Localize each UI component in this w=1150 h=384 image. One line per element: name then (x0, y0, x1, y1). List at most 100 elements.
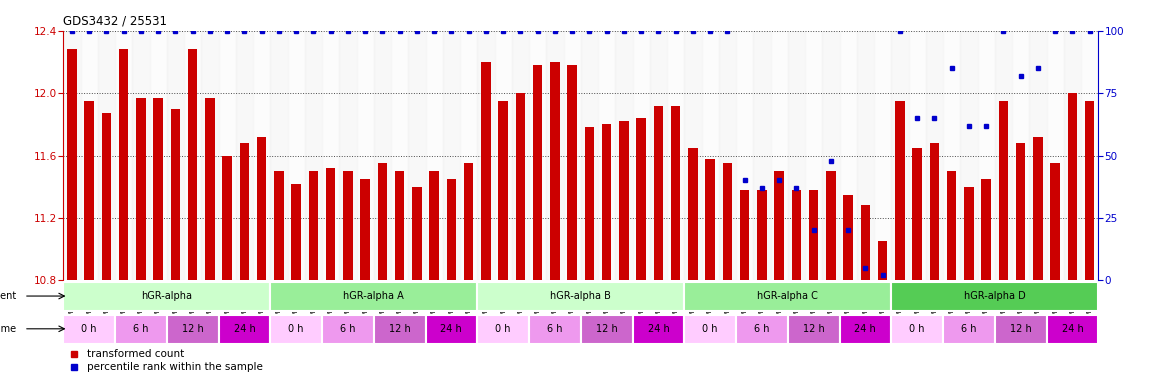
Bar (270, 282, 477, 311)
Bar (619, 121, 629, 280)
Bar (877, 241, 888, 280)
Bar (840, 31, 857, 280)
Bar (187, 50, 198, 280)
Bar (477, 315, 529, 344)
Bar (908, 31, 926, 280)
Bar (463, 163, 474, 280)
Bar (98, 31, 115, 280)
Bar (770, 31, 788, 280)
Bar (515, 93, 526, 280)
Bar (584, 127, 595, 280)
Text: 0 h: 0 h (910, 324, 925, 334)
Text: GDS3432 / 25531: GDS3432 / 25531 (63, 14, 167, 27)
Bar (512, 31, 529, 280)
Bar (136, 98, 146, 280)
Bar (377, 163, 388, 280)
Bar (270, 31, 288, 280)
Bar (788, 31, 805, 280)
Bar (943, 31, 960, 280)
Bar (443, 31, 460, 280)
Bar (995, 31, 1012, 280)
Bar (274, 171, 284, 280)
Bar (822, 31, 840, 280)
Text: hGR-alpha A: hGR-alpha A (344, 291, 404, 301)
Text: 24 h: 24 h (233, 324, 255, 334)
Bar (891, 315, 943, 344)
Bar (960, 31, 978, 280)
Bar (153, 98, 163, 280)
Bar (356, 31, 374, 280)
Bar (408, 31, 426, 280)
Bar (170, 109, 181, 280)
Bar (529, 31, 546, 280)
Bar (81, 31, 98, 280)
Bar (132, 31, 150, 280)
Bar (978, 31, 995, 280)
Bar (722, 163, 733, 280)
Bar (857, 31, 874, 280)
Bar (684, 31, 702, 280)
Bar (1015, 143, 1026, 280)
Bar (201, 31, 218, 280)
Bar (1046, 31, 1064, 280)
Bar (236, 31, 253, 280)
Bar (288, 31, 305, 280)
Bar (426, 315, 477, 344)
Bar (688, 148, 698, 280)
Bar (1046, 315, 1098, 344)
Bar (826, 171, 836, 280)
Bar (601, 124, 612, 280)
Bar (998, 101, 1009, 280)
Bar (339, 31, 356, 280)
Bar (374, 315, 426, 344)
Bar (757, 190, 767, 280)
Bar (63, 282, 270, 311)
Bar (791, 190, 802, 280)
Bar (446, 179, 457, 280)
Legend: transformed count, percentile rank within the sample: transformed count, percentile rank withi… (69, 349, 263, 372)
Bar (581, 31, 598, 280)
Bar (322, 315, 374, 344)
Text: 0 h: 0 h (82, 324, 97, 334)
Bar (719, 31, 736, 280)
Bar (1084, 101, 1095, 280)
Bar (964, 187, 974, 280)
Bar (391, 31, 408, 280)
Bar (374, 31, 391, 280)
Bar (426, 31, 443, 280)
Text: 12 h: 12 h (182, 324, 204, 334)
Bar (308, 171, 319, 280)
Bar (567, 65, 577, 280)
Bar (222, 156, 232, 280)
Text: time: time (0, 324, 17, 334)
Text: hGR-alpha C: hGR-alpha C (758, 291, 818, 301)
Bar (460, 31, 477, 280)
Bar (598, 31, 615, 280)
Bar (115, 315, 167, 344)
Bar (1067, 93, 1078, 280)
Bar (325, 168, 336, 280)
Bar (360, 179, 370, 280)
Text: 6 h: 6 h (133, 324, 148, 334)
Bar (167, 315, 218, 344)
Bar (118, 50, 129, 280)
Text: hGR-alpha B: hGR-alpha B (551, 291, 611, 301)
Text: 12 h: 12 h (389, 324, 411, 334)
Bar (218, 31, 236, 280)
Bar (840, 315, 891, 344)
Text: 0 h: 0 h (496, 324, 511, 334)
Bar (912, 148, 922, 280)
Bar (84, 101, 94, 280)
Bar (256, 137, 267, 280)
Bar (1033, 137, 1043, 280)
Bar (632, 31, 650, 280)
Bar (895, 101, 905, 280)
Bar (494, 31, 512, 280)
Bar (753, 31, 770, 280)
Bar (736, 315, 788, 344)
Bar (477, 31, 494, 280)
Bar (291, 184, 301, 280)
Bar (67, 50, 77, 280)
Text: hGR-alpha D: hGR-alpha D (964, 291, 1026, 301)
Bar (115, 31, 132, 280)
